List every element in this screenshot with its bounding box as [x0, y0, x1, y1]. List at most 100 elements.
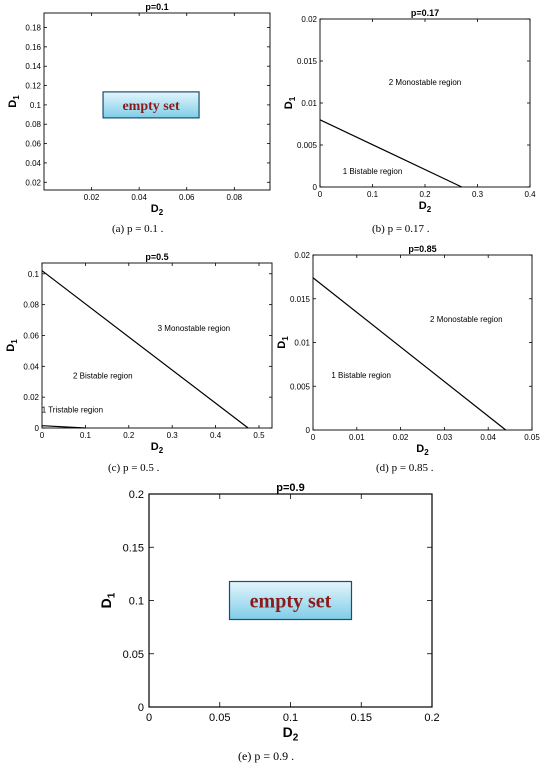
chart-panel-b: p=0.17 0 0.1 0.2 0.3 0.4 0 0.005 0.01 0.015 0.02 D2… — [283, 8, 536, 235]
y-tick-label: 0.02 — [23, 393, 39, 402]
y-tick-label: 0.05 — [123, 649, 144, 661]
x-axis-label: D2 — [151, 203, 164, 217]
figure-caption: (b) p = 0.17 . — [372, 223, 430, 235]
y-tick-label: 0.015 — [297, 57, 318, 66]
y-axis-label: D1 — [283, 96, 297, 109]
figure-caption: (a) p = 0.1 . — [112, 223, 164, 235]
y-tick-label: 0.16 — [25, 43, 41, 52]
x-tick-label: 0.01 — [349, 433, 365, 442]
y-tick-label: 0.1 — [30, 101, 42, 110]
y-tick-label: 0.005 — [297, 141, 318, 150]
y-tick-label: 0 — [35, 424, 40, 433]
x-tick-label: 0.4 — [524, 190, 536, 199]
x-tick-label: 0.1 — [80, 431, 92, 440]
y-axis-label: D1 — [276, 336, 290, 349]
figure-caption: (e) p = 0.9 . — [238, 749, 294, 763]
chart-panel-a: p=0.1 0.02 0.04 0.06 0.08 0.02 0.04 0.06 0.08 0.1… — [7, 2, 271, 235]
chart-panel-c: p=0.5 0 0.1 0.2 0.3 0.4 0.5 0 0.02 0.04 0.06 0.08 0.… — [5, 252, 273, 474]
x-axis-label: D2 — [283, 724, 299, 744]
region-label: 2 Monostable region — [430, 315, 503, 324]
y-tick-label: 0.1 — [28, 270, 40, 279]
x-tick-label: 0.3 — [472, 190, 484, 199]
empty-set-label: empty set — [122, 99, 179, 114]
x-tick-label: 0 — [40, 431, 45, 440]
x-tick-label: 0.3 — [167, 431, 179, 440]
x-tick-label: 0.05 — [209, 712, 230, 724]
x-axis-label: D2 — [419, 200, 432, 214]
chart-title: p=0.9 — [276, 482, 304, 494]
y-tick-label: 0.01 — [301, 99, 317, 108]
x-tick-label: 0.06 — [179, 193, 195, 202]
boundary-line-1 — [41, 270, 249, 429]
x-tick-label: 0 — [311, 433, 316, 442]
x-tick-label: 0.2 — [123, 431, 135, 440]
y-tick-label: 0.015 — [290, 295, 311, 304]
region-label: 2 Bistable region — [73, 372, 133, 381]
y-tick-label: 0.08 — [23, 301, 39, 310]
y-tick-label: 0.08 — [25, 120, 41, 129]
boundary-line-1 — [312, 277, 507, 431]
x-tick-label: 0.1 — [367, 190, 379, 199]
y-tick-label: 0.02 — [301, 15, 317, 24]
figure-caption: (c) p = 0.5 . — [108, 462, 160, 474]
y-tick-label: 0.2 — [129, 489, 144, 501]
x-tick-label: 0.2 — [419, 190, 431, 199]
plot-frame — [41, 262, 273, 429]
y-tick-label: 0.18 — [25, 24, 41, 33]
plot-frame — [319, 18, 531, 188]
x-tick-label: 0.05 — [524, 433, 540, 442]
y-tick-label: 0.15 — [123, 542, 144, 554]
y-tick-label: 0.14 — [25, 62, 41, 71]
x-tick-label: 0.04 — [131, 193, 147, 202]
x-tick-label: 0.1 — [283, 712, 298, 724]
chart-title: p=0.1 — [145, 2, 168, 12]
x-axis-label: D2 — [416, 443, 429, 457]
y-tick-label: 0 — [138, 702, 144, 714]
x-tick-label: 0.08 — [227, 193, 243, 202]
x-tick-label: 0 — [146, 712, 152, 724]
y-tick-label: 0.04 — [23, 362, 39, 371]
empty-set-box — [228, 580, 353, 621]
y-axis-label: D1 — [5, 339, 19, 352]
chart-title: p=0.17 — [411, 8, 439, 18]
y-tick-label: 0 — [313, 183, 318, 192]
y-tick-label: 0.005 — [290, 382, 311, 391]
empty-set-label: empty set — [250, 591, 332, 613]
boundary-line-2 — [41, 425, 86, 429]
x-tick-label: 0.03 — [437, 433, 453, 442]
y-tick-label: 0 — [306, 426, 311, 435]
y-tick-label: 0.01 — [294, 339, 310, 348]
chart-title: p=0.85 — [408, 244, 436, 254]
chart-panel-e: p=0.9 0 0.05 0.1 0.15 0.2 0 0.05 0.1 0.15 0.2 D2 D1 e… — [98, 482, 440, 763]
y-tick-label: 0.02 — [25, 178, 41, 187]
x-tick-label: 0.02 — [84, 193, 100, 202]
y-tick-label: 0.02 — [294, 251, 310, 260]
x-tick-label: 0.5 — [253, 431, 265, 440]
region-label: 2 Monostable region — [389, 78, 462, 87]
y-tick-label: 0.1 — [129, 596, 144, 608]
plot-frame — [312, 254, 533, 431]
x-tick-label: 0.02 — [393, 433, 409, 442]
empty-set-box — [102, 91, 200, 119]
y-axis-label: D1 — [7, 95, 21, 108]
y-tick-label: 0.06 — [25, 140, 41, 149]
figure-caption: (d) p = 0.85 . — [376, 462, 434, 474]
x-tick-label: 0.2 — [424, 712, 439, 724]
region-label: 3 Monostable region — [158, 324, 231, 333]
chart-panel-d: p=0.85 0 0.01 0.02 0.03 0.04 0.05 0 0.005 0.01 0.0… — [276, 244, 540, 474]
x-axis-label: D2 — [151, 441, 164, 455]
chart-title: p=0.5 — [145, 252, 168, 262]
y-axis-label: D1 — [98, 592, 118, 608]
y-tick-label: 0.04 — [25, 159, 41, 168]
region-label: 1 Bistable region — [343, 167, 403, 176]
y-tick-label: 0.12 — [25, 82, 41, 91]
x-tick-label: 0 — [318, 190, 323, 199]
x-tick-label: 0.04 — [480, 433, 496, 442]
x-tick-label: 0.15 — [351, 712, 372, 724]
x-tick-label: 0.4 — [210, 431, 222, 440]
region-label: 1 Bistable region — [331, 371, 391, 380]
region-label: 1 Tristable region — [42, 405, 103, 414]
boundary-line-1 — [319, 119, 463, 188]
y-tick-label: 0.06 — [23, 331, 39, 340]
